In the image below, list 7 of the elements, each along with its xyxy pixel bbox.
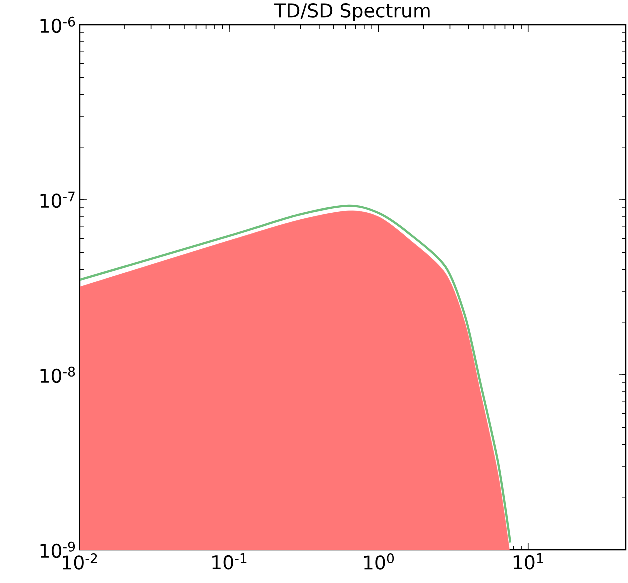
x-tick-label: 10$^{-1}$ [212, 554, 247, 570]
chart-title: TD/SD Spectrum [274, 4, 430, 22]
y-tick-label: 10$^{-8}$ [40, 366, 76, 384]
x-tick-label: 10$^{0}$ [364, 554, 394, 570]
y-tick-label: 10$^{-7}$ [40, 192, 75, 208]
x-tick-label: 10$^{1}$ [514, 554, 544, 570]
y-tick-label: 10$^{-6}$ [40, 16, 76, 34]
